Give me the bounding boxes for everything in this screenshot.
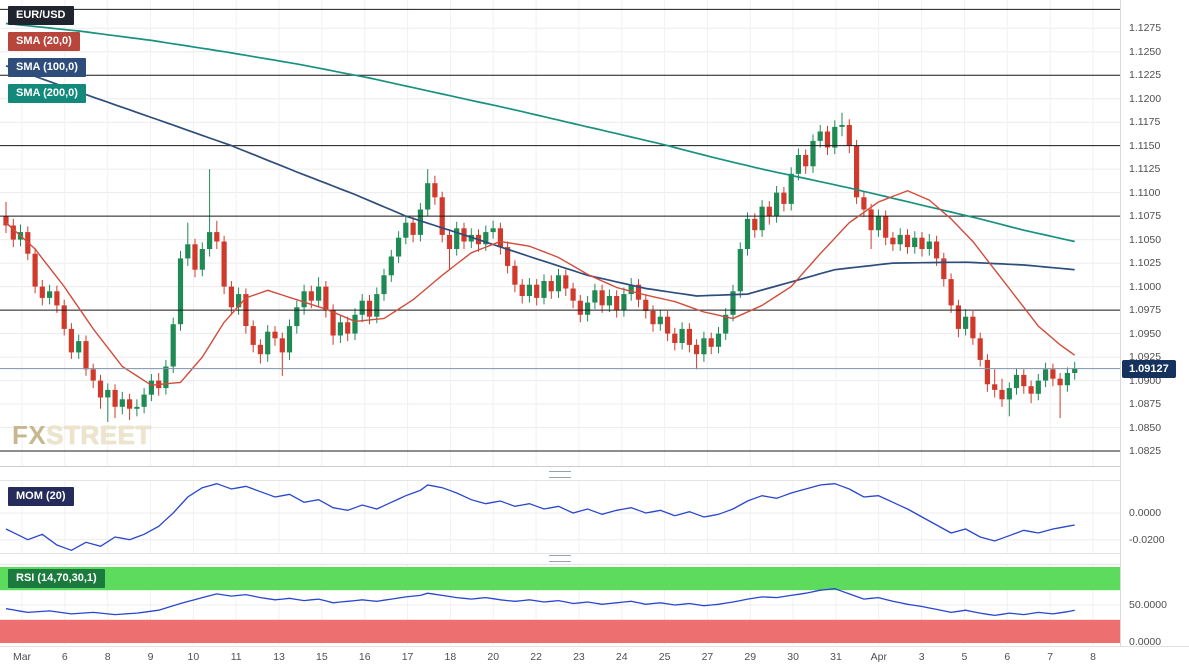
last-price-badge: 1.09127 (1122, 359, 1176, 378)
sma100-legend[interactable]: SMA (100,0) (8, 58, 86, 77)
mom-legend[interactable]: MOM (20) (8, 487, 74, 506)
momentum-chart-canvas[interactable] (0, 481, 1120, 553)
time-tick-label: 11 (230, 651, 242, 663)
mom-tick-label: 0.0000 (1129, 507, 1162, 519)
price-tick-label: 1.1150 (1129, 139, 1161, 152)
time-tick-label: 5 (961, 651, 968, 663)
time-tick-label: 30 (787, 651, 799, 663)
time-tick-label: 22 (530, 651, 542, 663)
rsi-tick-label: 50.0000 (1129, 599, 1167, 611)
price-tick-label: 1.0875 (1129, 398, 1162, 411)
price-chart-canvas[interactable] (0, 0, 1120, 467)
momentum-panel[interactable]: MOM (20) (0, 480, 1120, 554)
price-tick-label: 1.1025 (1129, 257, 1162, 270)
mom-tick-label: -0.0200 (1129, 533, 1165, 546)
time-tick-label: 31 (830, 651, 842, 663)
time-tick-label: 6 (1004, 651, 1011, 663)
watermark-fx: FX (12, 420, 47, 450)
price-tick-label: 1.1200 (1129, 92, 1162, 105)
price-axis[interactable]: 1.09127 1.1275 1.1250 1.1225 1.1200 1.1175 1.… (1120, 0, 1189, 648)
time-tick-label: 17 (401, 651, 414, 663)
time-tick-label: 8 (1090, 651, 1096, 663)
indicator-legend: EUR/USD SMA (20,0) SMA (100,0) SMA (200,… (8, 6, 86, 103)
rsi-legend[interactable]: RSI (14,70,30,1) (8, 569, 105, 588)
price-tick-label: 1.1125 (1129, 163, 1161, 176)
watermark-street: STREET (46, 420, 152, 450)
price-tick-label: 1.0825 (1129, 445, 1162, 458)
panel-separator (0, 467, 1120, 480)
price-tick-label: 1.0975 (1129, 304, 1162, 317)
sma20-legend[interactable]: SMA (20,0) (8, 32, 80, 51)
time-tick-label: 24 (615, 651, 628, 663)
price-tick-label: 1.1250 (1129, 45, 1162, 58)
time-tick-label: 27 (701, 651, 714, 663)
price-tick-label: 1.1050 (1129, 233, 1162, 246)
time-tick-label: 7 (1047, 651, 1054, 663)
price-tick-label: 1.1100 (1129, 186, 1161, 199)
time-tick-label: 29 (744, 651, 757, 663)
time-tick-label: 3 (918, 651, 925, 663)
time-tick-label: 13 (273, 651, 285, 663)
sma200-legend[interactable]: SMA (200,0) (8, 84, 86, 103)
rsi-panel[interactable]: RSI (14,70,30,1) (0, 564, 1120, 645)
rsi-tick-label: 0.0000 (1129, 636, 1162, 648)
time-tick-label: 9 (147, 651, 154, 663)
fxstreet-watermark: FXSTREET (12, 420, 152, 451)
time-tick-label: Apr (870, 651, 887, 663)
price-tick-label: 1.1000 (1129, 280, 1162, 293)
time-tick-label: 18 (444, 651, 457, 663)
symbol-label[interactable]: EUR/USD (8, 6, 74, 25)
price-tick-label: 1.0950 (1129, 327, 1162, 340)
price-tick-label: 1.1075 (1129, 210, 1162, 223)
time-tick-label: 16 (358, 651, 371, 663)
resize-handle-icon[interactable] (549, 471, 571, 478)
price-tick-label: 1.1175 (1129, 116, 1161, 129)
price-tick-label: 1.1225 (1129, 69, 1162, 82)
time-tick-label: 15 (316, 651, 328, 663)
time-tick-label: 23 (573, 651, 585, 663)
time-tick-label: 20 (487, 651, 500, 663)
price-tick-label: 1.1275 (1129, 22, 1162, 35)
price-panel[interactable]: EUR/USD SMA (20,0) SMA (100,0) SMA (200,… (0, 0, 1120, 467)
time-tick-label: 8 (104, 651, 111, 663)
time-tick-label: Mar (12, 651, 32, 663)
time-tick-label: 6 (61, 651, 68, 663)
time-tick-label: 25 (658, 651, 671, 663)
rsi-chart-canvas[interactable] (0, 565, 1120, 645)
resize-handle-icon[interactable] (549, 555, 571, 562)
panel-separator (0, 551, 1120, 564)
price-tick-label: 1.0850 (1129, 421, 1162, 434)
time-tick-label: 10 (187, 651, 200, 663)
time-axis[interactable]: Mar 6 8 9 10 11 13 15 16 17 18 20 22 23 24 25 27 29 30 31 Ap… (0, 646, 1189, 668)
